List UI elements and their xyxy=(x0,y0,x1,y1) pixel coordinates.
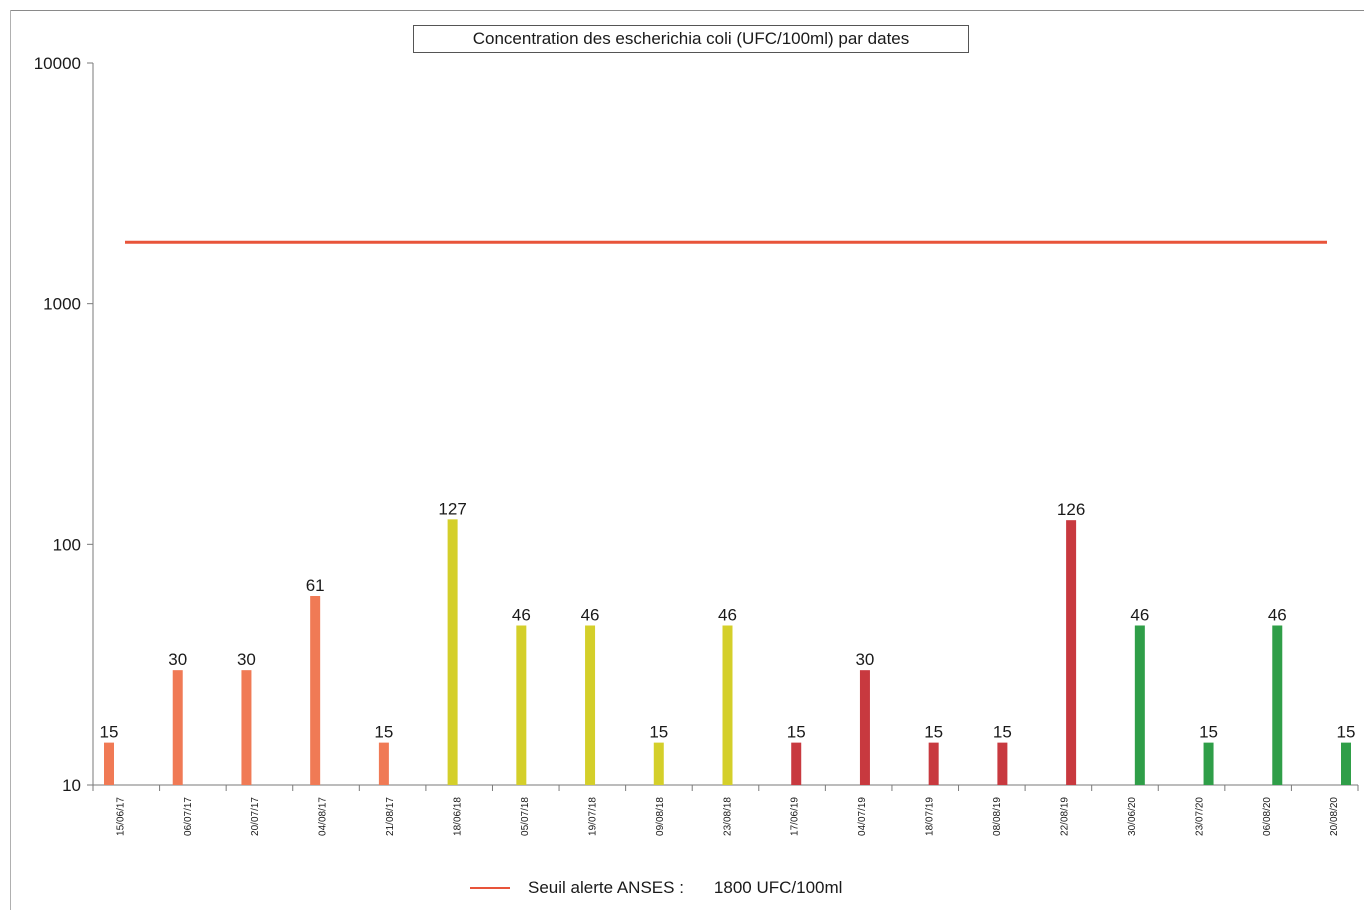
bar xyxy=(791,742,802,785)
x-tick-label: 04/07/19 xyxy=(857,797,868,836)
bar xyxy=(1341,742,1351,785)
data-label: 15 xyxy=(993,723,1012,742)
data-label: 15 xyxy=(374,723,393,742)
x-tick-label: 20/08/20 xyxy=(1329,797,1340,836)
bar xyxy=(1134,625,1145,785)
y-tick-label: 10000 xyxy=(34,54,81,73)
bar xyxy=(653,742,664,785)
data-label: 15 xyxy=(100,723,119,742)
data-label: 30 xyxy=(237,650,256,669)
x-tick-label: 19/07/18 xyxy=(587,797,598,836)
x-tick-label: 23/07/20 xyxy=(1194,797,1205,836)
data-label: 15 xyxy=(924,723,943,742)
bar xyxy=(1203,742,1214,785)
y-tick-label: 100 xyxy=(53,535,81,554)
bar xyxy=(447,519,458,785)
x-tick-label: 30/06/20 xyxy=(1127,797,1138,836)
x-tick-label: 18/07/19 xyxy=(925,797,936,836)
x-tick-label: 09/08/18 xyxy=(655,797,666,836)
legend-threshold-value: 1800 UFC/100ml xyxy=(713,878,843,897)
data-label: 15 xyxy=(1199,723,1218,742)
bar xyxy=(722,625,733,785)
bar xyxy=(172,670,183,785)
bar xyxy=(378,742,389,785)
data-label: 61 xyxy=(306,576,325,595)
data-label: 30 xyxy=(168,650,187,669)
frame-top-border xyxy=(10,10,1364,11)
bar xyxy=(516,625,527,785)
data-label: 126 xyxy=(1057,500,1085,519)
data-label: 46 xyxy=(1268,605,1287,624)
data-label: 46 xyxy=(718,605,737,624)
y-tick-label: 1000 xyxy=(43,295,81,314)
data-label: 15 xyxy=(649,723,668,742)
x-tick-label: 22/08/19 xyxy=(1059,797,1070,836)
legend-threshold-line xyxy=(470,887,510,889)
data-label: 46 xyxy=(1130,605,1149,624)
legend: Seuil alerte ANSES : 1800 UFC/100ml xyxy=(470,876,842,900)
bar xyxy=(585,625,596,785)
x-tick-label: 06/07/17 xyxy=(183,797,194,836)
chart-title: Concentration des escherichia coli (UFC/… xyxy=(413,25,969,53)
y-tick-label: 10 xyxy=(62,776,81,795)
x-tick-label: 21/08/17 xyxy=(385,797,396,836)
bar xyxy=(859,670,870,785)
bar xyxy=(1272,625,1283,785)
x-tick-label: 18/06/18 xyxy=(453,797,464,836)
data-label: 15 xyxy=(787,723,806,742)
data-label: 46 xyxy=(512,605,531,624)
x-tick-label: 17/06/19 xyxy=(790,797,801,836)
bar xyxy=(1066,520,1077,785)
bar xyxy=(104,742,114,785)
bar xyxy=(241,670,252,785)
data-label: 46 xyxy=(581,605,600,624)
bar xyxy=(310,595,321,785)
legend-threshold-label: Seuil alerte ANSES : xyxy=(528,878,684,897)
frame-left-border xyxy=(10,10,11,910)
x-tick-label: 15/06/17 xyxy=(115,797,126,836)
x-tick-label: 05/07/18 xyxy=(520,797,531,836)
bar xyxy=(997,742,1008,785)
x-tick-label: 08/08/19 xyxy=(992,797,1003,836)
x-tick-label: 04/08/17 xyxy=(318,797,329,836)
x-tick-label: 23/08/18 xyxy=(722,797,733,836)
data-label: 127 xyxy=(438,499,466,518)
x-tick-label: 06/08/20 xyxy=(1262,797,1273,836)
bar xyxy=(928,742,939,785)
x-tick-label: 20/07/17 xyxy=(250,797,261,836)
data-label: 30 xyxy=(855,650,874,669)
data-label: 15 xyxy=(1337,723,1356,742)
